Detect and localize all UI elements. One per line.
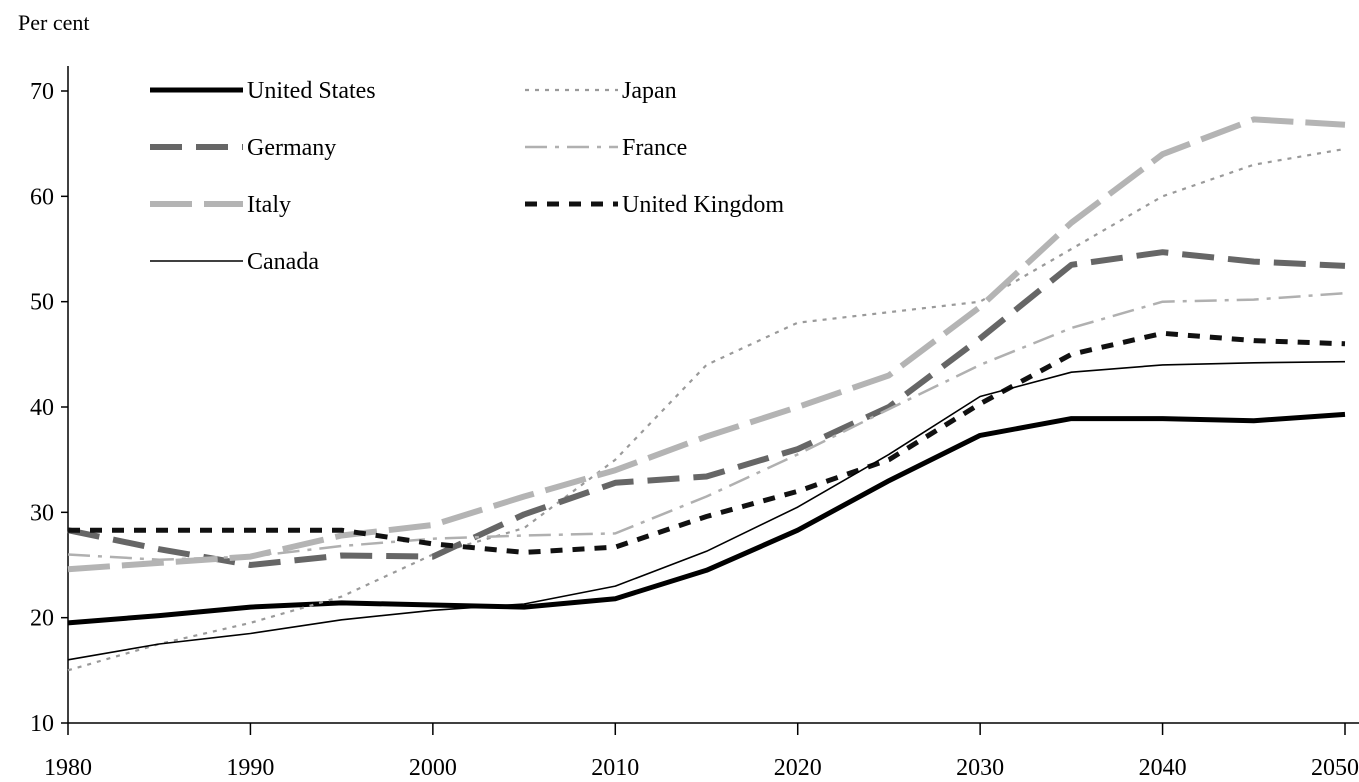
axes (61, 66, 1359, 735)
series-line-italy (67, 116, 1346, 573)
legend-label-canada: Canada (247, 249, 319, 275)
legend: United States Japan Germany France Italy Unit… (150, 78, 784, 275)
legend-label-united-states: United States (247, 78, 376, 104)
x-tick-label: 2050 (1311, 755, 1359, 781)
y-tick-label: 70 (30, 79, 54, 105)
y-tick-label: 60 (30, 184, 54, 210)
series-line-france (67, 291, 1346, 561)
x-tick-label: 2030 (956, 755, 1004, 781)
legend-label-france: France (622, 135, 687, 161)
series-line-united-kingdom (68, 330, 1346, 555)
legend-label-japan: Japan (622, 78, 677, 104)
legend-label-united-kingdom: United Kingdom (622, 192, 784, 218)
y-tick-label: 40 (30, 395, 54, 421)
x-tick-label: 2040 (1139, 755, 1187, 781)
series-lines (67, 116, 1346, 672)
y-unit-label: Per cent (18, 10, 89, 35)
y-tick-label: 10 (30, 711, 54, 737)
x-tick-label: 2000 (409, 755, 457, 781)
series-line-united-states (67, 411, 1346, 626)
legend-label-germany: Germany (247, 135, 336, 161)
x-tick-label: 2010 (591, 755, 639, 781)
y-tick-labels: 10 20 30 40 50 60 70 (30, 79, 54, 737)
series-line-canada (67, 360, 1346, 661)
y-tick-label: 50 (30, 290, 54, 316)
y-tick-label: 30 (30, 500, 54, 526)
series-line-japan (67, 147, 1346, 672)
y-tick-label: 20 (30, 606, 54, 632)
x-tick-label: 2020 (774, 755, 822, 781)
series-line-germany (67, 249, 1346, 568)
x-tick-labels: 1980 1990 2000 2010 2020 2030 2040 2050 (44, 755, 1359, 781)
x-tick-label: 1990 (226, 755, 274, 781)
legend-label-italy: Italy (247, 192, 291, 218)
x-tick-label: 1980 (44, 755, 92, 781)
